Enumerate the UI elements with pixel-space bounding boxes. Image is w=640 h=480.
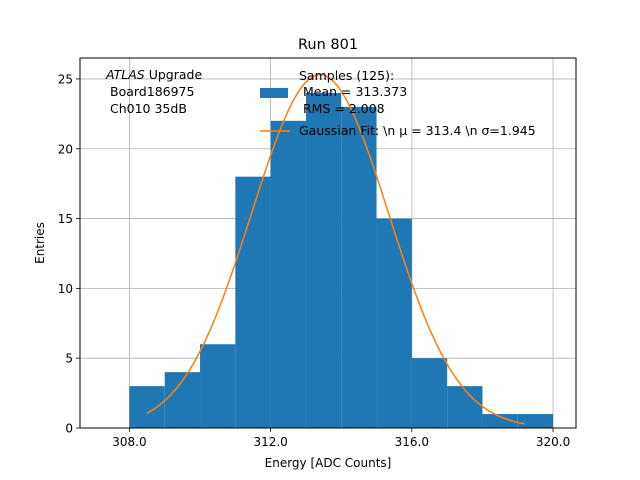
legend: Samples (125): Mean = 313.373 RMS = 2.00… (260, 68, 536, 138)
gaussian-fit-layer (146, 74, 525, 425)
histogram-bar-9 (447, 386, 483, 428)
y-tick-label-5: 25 (58, 72, 73, 86)
histogram-bar-10 (482, 414, 518, 428)
chart-title: Run 801 (298, 37, 358, 53)
legend-rms-label: RMS = 2.008 (303, 101, 385, 116)
histogram-bar-3 (235, 176, 271, 428)
x-axis-label: Energy [ADC Counts] (265, 456, 392, 470)
plot-frame (79, 57, 577, 429)
y-tick-label-0: 0 (65, 422, 73, 436)
histogram-bar-6 (341, 106, 377, 429)
x-tick-label-2: 316.0 (395, 435, 429, 449)
y-tick-label-1: 5 (65, 352, 73, 366)
annotation-line-board: Board186975 (110, 84, 194, 99)
histogram-bar-5 (305, 92, 342, 428)
y-tick-label-2: 10 (58, 282, 73, 296)
histogram-bars (129, 92, 554, 429)
histogram-bar-11 (517, 414, 554, 428)
histogram-bar-8 (411, 358, 448, 428)
annotation-line-atlas: ATLAS Upgrade (105, 67, 202, 82)
gaussian-fit-line (146, 74, 525, 425)
annotation-line-channel: Ch010 35dB (110, 101, 187, 116)
x-tick-label-1: 312.0 (253, 435, 287, 449)
y-tick-label-4: 20 (58, 142, 73, 156)
histogram-bar-7 (376, 218, 412, 428)
y-axis-label: Entries (33, 222, 47, 264)
x-tick-label-0: 308.0 (112, 435, 146, 449)
legend-swatch-histogram (260, 88, 288, 98)
y-tick-label-3: 15 (58, 212, 73, 226)
axis-ticks: 308.0 312.0 316.0 320.0 0 5 10 15 20 25 (58, 72, 571, 449)
histogram-bar-2 (200, 344, 236, 428)
legend-fit-label: Gaussian Fit: \n μ = 313.4 \n σ=1.945 (299, 123, 536, 138)
atlas-annotation: ATLAS Upgrade Board186975 Ch010 35dB (105, 67, 202, 116)
histogram-bar-4 (270, 120, 306, 428)
legend-mean-label: Mean = 313.373 (303, 84, 407, 99)
histogram-bar-0 (129, 386, 165, 428)
legend-samples-label: Samples (125): (299, 68, 394, 83)
x-tick-label-3: 320.0 (536, 435, 570, 449)
